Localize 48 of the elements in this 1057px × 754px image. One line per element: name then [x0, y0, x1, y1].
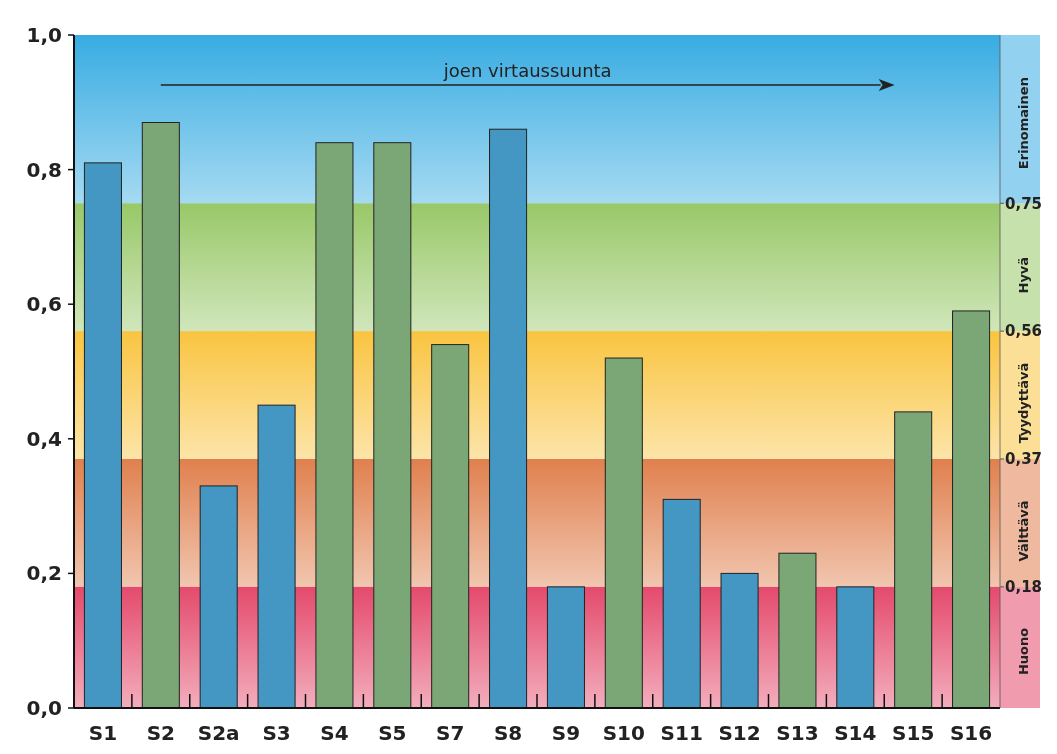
band-label: Välttävä — [1016, 500, 1031, 562]
bar — [952, 310, 991, 709]
x-tick-label: S1 — [88, 721, 118, 745]
x-tick-label: S2a — [197, 721, 240, 745]
y2-tick-label: 0,18 — [1005, 578, 1043, 597]
bar — [83, 162, 122, 709]
y2-tick-label: 0,37 — [1005, 450, 1043, 469]
x-tick-label: S2 — [146, 721, 175, 745]
annotation: joen virtaussuunta — [442, 60, 612, 81]
x-tick-label: S4 — [320, 721, 349, 745]
x-tick-label: S11 — [660, 721, 703, 745]
x-tick-label: S16 — [949, 721, 993, 745]
bar — [141, 121, 180, 709]
x-tick-label: S9 — [551, 721, 581, 745]
x-tick-label: S13 — [776, 721, 819, 745]
bar — [489, 128, 528, 709]
bar — [604, 357, 643, 709]
bar — [836, 586, 875, 709]
bar — [315, 142, 354, 709]
y-tick-label: 0,0 — [26, 696, 62, 720]
x-tick-label: S14 — [834, 721, 877, 745]
y2-tick-label: 0,75 — [1005, 194, 1043, 213]
band-label: Tyydyttävä — [1016, 362, 1031, 444]
bar — [257, 404, 296, 709]
y-tick-label: 0,8 — [26, 157, 62, 182]
bar — [199, 485, 238, 709]
bar — [720, 572, 759, 709]
x-tick-label: S12 — [718, 721, 761, 745]
bar — [778, 552, 817, 709]
x-tick-label: S15 — [892, 721, 935, 745]
y-tick-label: 0,4 — [26, 426, 62, 451]
x-tick-label: S8 — [493, 721, 523, 745]
y-tick-label: 0,2 — [26, 561, 62, 586]
x-tick-label: S3 — [262, 721, 291, 745]
x-tick-label: S10 — [602, 721, 645, 745]
y-tick-label: 0,6 — [26, 292, 62, 317]
bar — [662, 498, 701, 709]
band-label: Huono — [1016, 627, 1031, 676]
y-tick-label: 1,0 — [26, 23, 62, 47]
bar — [546, 586, 585, 709]
band-label: Hyvä — [1016, 256, 1031, 294]
bar — [431, 344, 470, 709]
x-tick-label: S5 — [378, 721, 407, 745]
band-label: Erinomainen — [1016, 77, 1031, 170]
x-tick-label: S7 — [436, 721, 465, 745]
y2-tick-label: 0,56 — [1005, 322, 1043, 341]
bar — [373, 142, 412, 709]
bar — [894, 411, 933, 709]
